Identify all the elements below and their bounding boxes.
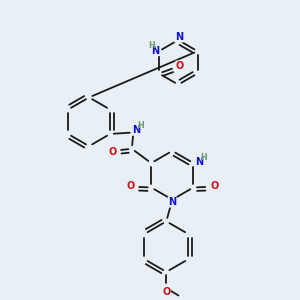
Text: O: O	[162, 287, 170, 297]
Text: N: N	[175, 32, 183, 42]
Text: O: O	[126, 181, 134, 191]
Text: H: H	[200, 153, 207, 162]
Text: O: O	[176, 61, 184, 71]
Text: O: O	[210, 181, 218, 191]
Text: H: H	[148, 41, 155, 50]
Text: H: H	[137, 121, 144, 130]
Text: N: N	[168, 197, 176, 207]
Text: O: O	[108, 147, 116, 157]
Text: N: N	[151, 46, 159, 56]
Text: N: N	[132, 125, 140, 135]
Text: N: N	[195, 157, 203, 166]
